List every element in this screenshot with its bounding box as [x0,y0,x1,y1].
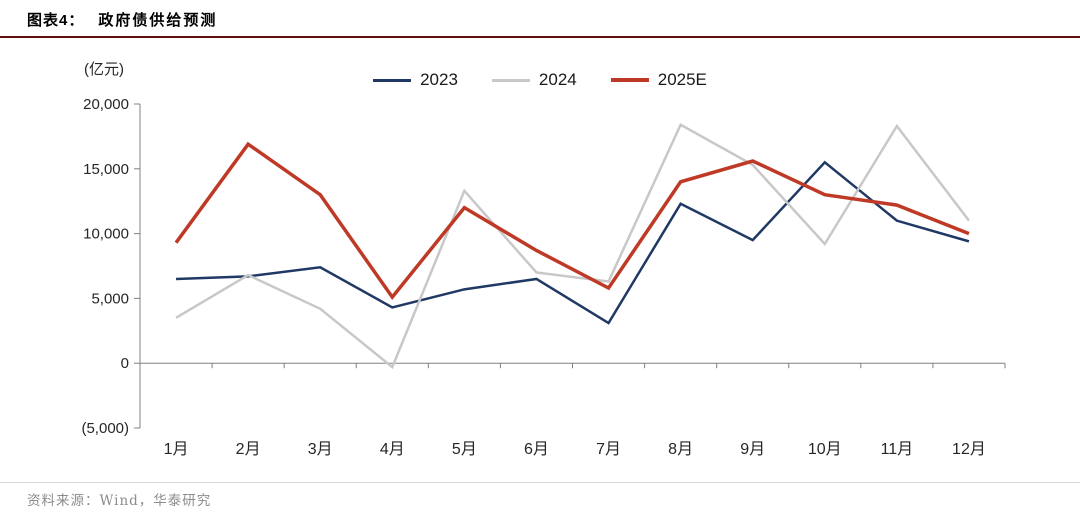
y-axis-unit-label: (亿元) [84,61,124,78]
legend-swatch-2025E [610,78,649,82]
x-axis-label: 2月 [236,441,261,458]
x-axis-label: 6月 [524,441,549,458]
legend-item-2023: 2023 [373,70,458,90]
y-axis-tick-label: 5,000 [91,290,129,307]
y-axis-tick-label: 0 [121,355,129,372]
figure-title: 政府债供给预测 [98,12,218,29]
x-axis-label: 8月 [668,441,693,458]
legend-swatch-2024 [491,78,530,82]
chart-legend: 2023 2024 2025E [0,70,1080,90]
series-line-2023 [175,160,970,325]
x-axis-label: 5月 [452,441,477,458]
series-line-2025E [174,141,970,301]
y-axis-tick-label: 15,000 [83,161,129,178]
legend-label-2025E: 2025E [657,70,707,89]
legend-label-2024: 2024 [538,70,577,89]
x-axis-label: 1月 [164,441,189,458]
legend-swatch-2023 [373,78,412,82]
y-axis-tick-label: 20,000 [83,96,129,113]
x-axis-label: 10月 [808,441,842,458]
legend-item-2024: 2024 [491,70,577,90]
x-axis-label: 7月 [596,441,621,458]
legend-label-2023: 2023 [420,70,458,89]
x-axis-label: 9月 [740,441,765,458]
series-line-2024 [175,122,970,370]
x-axis-label: 12月 [952,441,986,458]
line-chart: (5,000) 0 5,000 10,000 15,000 20,000 1月 2月 3月 4月 5… [81,96,1006,458]
x-axis-label: 11月 [881,441,914,458]
x-axis-label: 4月 [380,441,405,458]
legend-item-2025E: 2025E [610,70,707,90]
chart-area: (亿元) 2023 2024 2025E (5,000) 0 5,000 10,000 15… [0,38,1080,482]
x-axis-label: 3月 [308,441,333,458]
figure-header: 图表4： 政府债供给预测 [0,0,1080,38]
y-axis-tick-label: 10,000 [83,226,129,243]
source-note: 资料来源：Wind，华泰研究 [0,482,1080,509]
y-axis-tick-label: (5,000) [81,420,129,437]
figure-number-label: 图表4： [27,12,85,29]
